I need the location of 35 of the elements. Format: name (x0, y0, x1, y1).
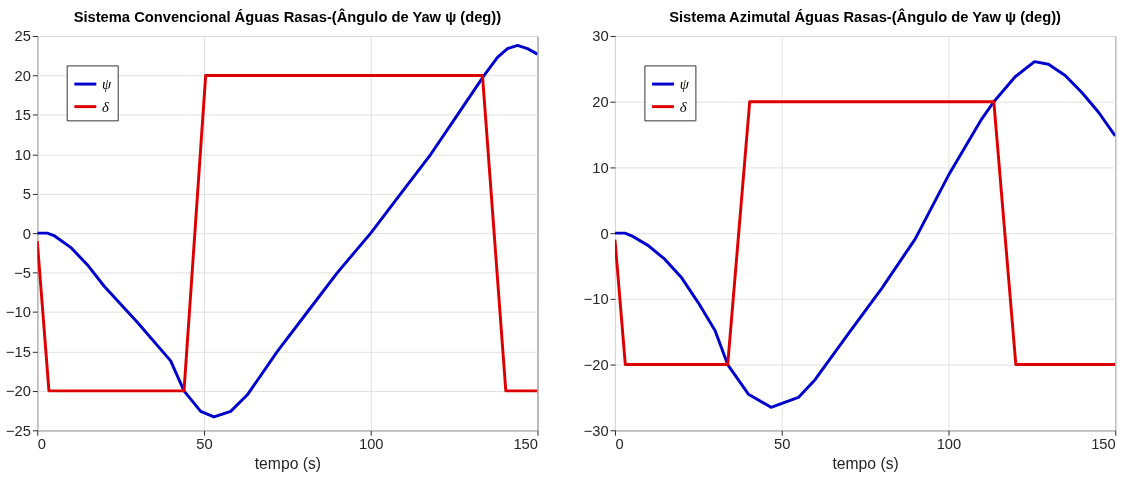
y-tick-label: −20 (583, 356, 609, 373)
y-tick-label: −10 (583, 291, 609, 308)
x-tick-label: 100 (358, 436, 384, 453)
legend-label: δ (679, 98, 688, 115)
legend-label: ψ (679, 75, 690, 92)
y-tick-label: 30 (592, 28, 609, 45)
y-tick-label: 10 (14, 146, 31, 163)
y-tick-label: 0 (22, 225, 31, 242)
y-tick-label: −5 (14, 264, 31, 281)
y-tick-label: 10 (592, 159, 609, 176)
y-tick-label: −15 (5, 343, 31, 360)
x-axis-title: tempo (s) (832, 455, 899, 473)
x-tick-label: 100 (936, 436, 962, 453)
x-tick-label: 0 (615, 436, 624, 453)
y-tick-label: −20 (5, 383, 31, 400)
y-tick-label: 20 (592, 94, 609, 111)
chart-title: Sistema Azimutal Águas Rasas-(Ângulo de Yaw ψ (deg)) (669, 8, 1062, 26)
y-tick-label: 15 (14, 107, 31, 124)
x-tick-label: 150 (513, 436, 538, 453)
x-axis-title: tempo (s) (254, 455, 322, 473)
x-tick-label: 0 (37, 436, 46, 453)
y-tick-label: −25 (5, 422, 31, 439)
legend-label: δ (102, 98, 111, 115)
x-tick-label: 50 (196, 436, 213, 453)
chart-title: Sistema Convencional Águas Rasas-(Ângulo de Yaw ψ (deg)) (73, 8, 502, 26)
y-tick-label: 0 (600, 225, 609, 242)
y-tick-label: 25 (14, 28, 31, 45)
y-tick-label: −30 (583, 422, 609, 439)
y-tick-label: 20 (14, 67, 31, 84)
y-tick-label: −10 (5, 304, 31, 321)
x-tick-label: 50 (774, 436, 791, 453)
line-series (614, 60, 1116, 409)
x-tick-label: 150 (1091, 436, 1116, 453)
legend-label: ψ (102, 75, 113, 92)
y-tick-label: 5 (22, 186, 31, 203)
